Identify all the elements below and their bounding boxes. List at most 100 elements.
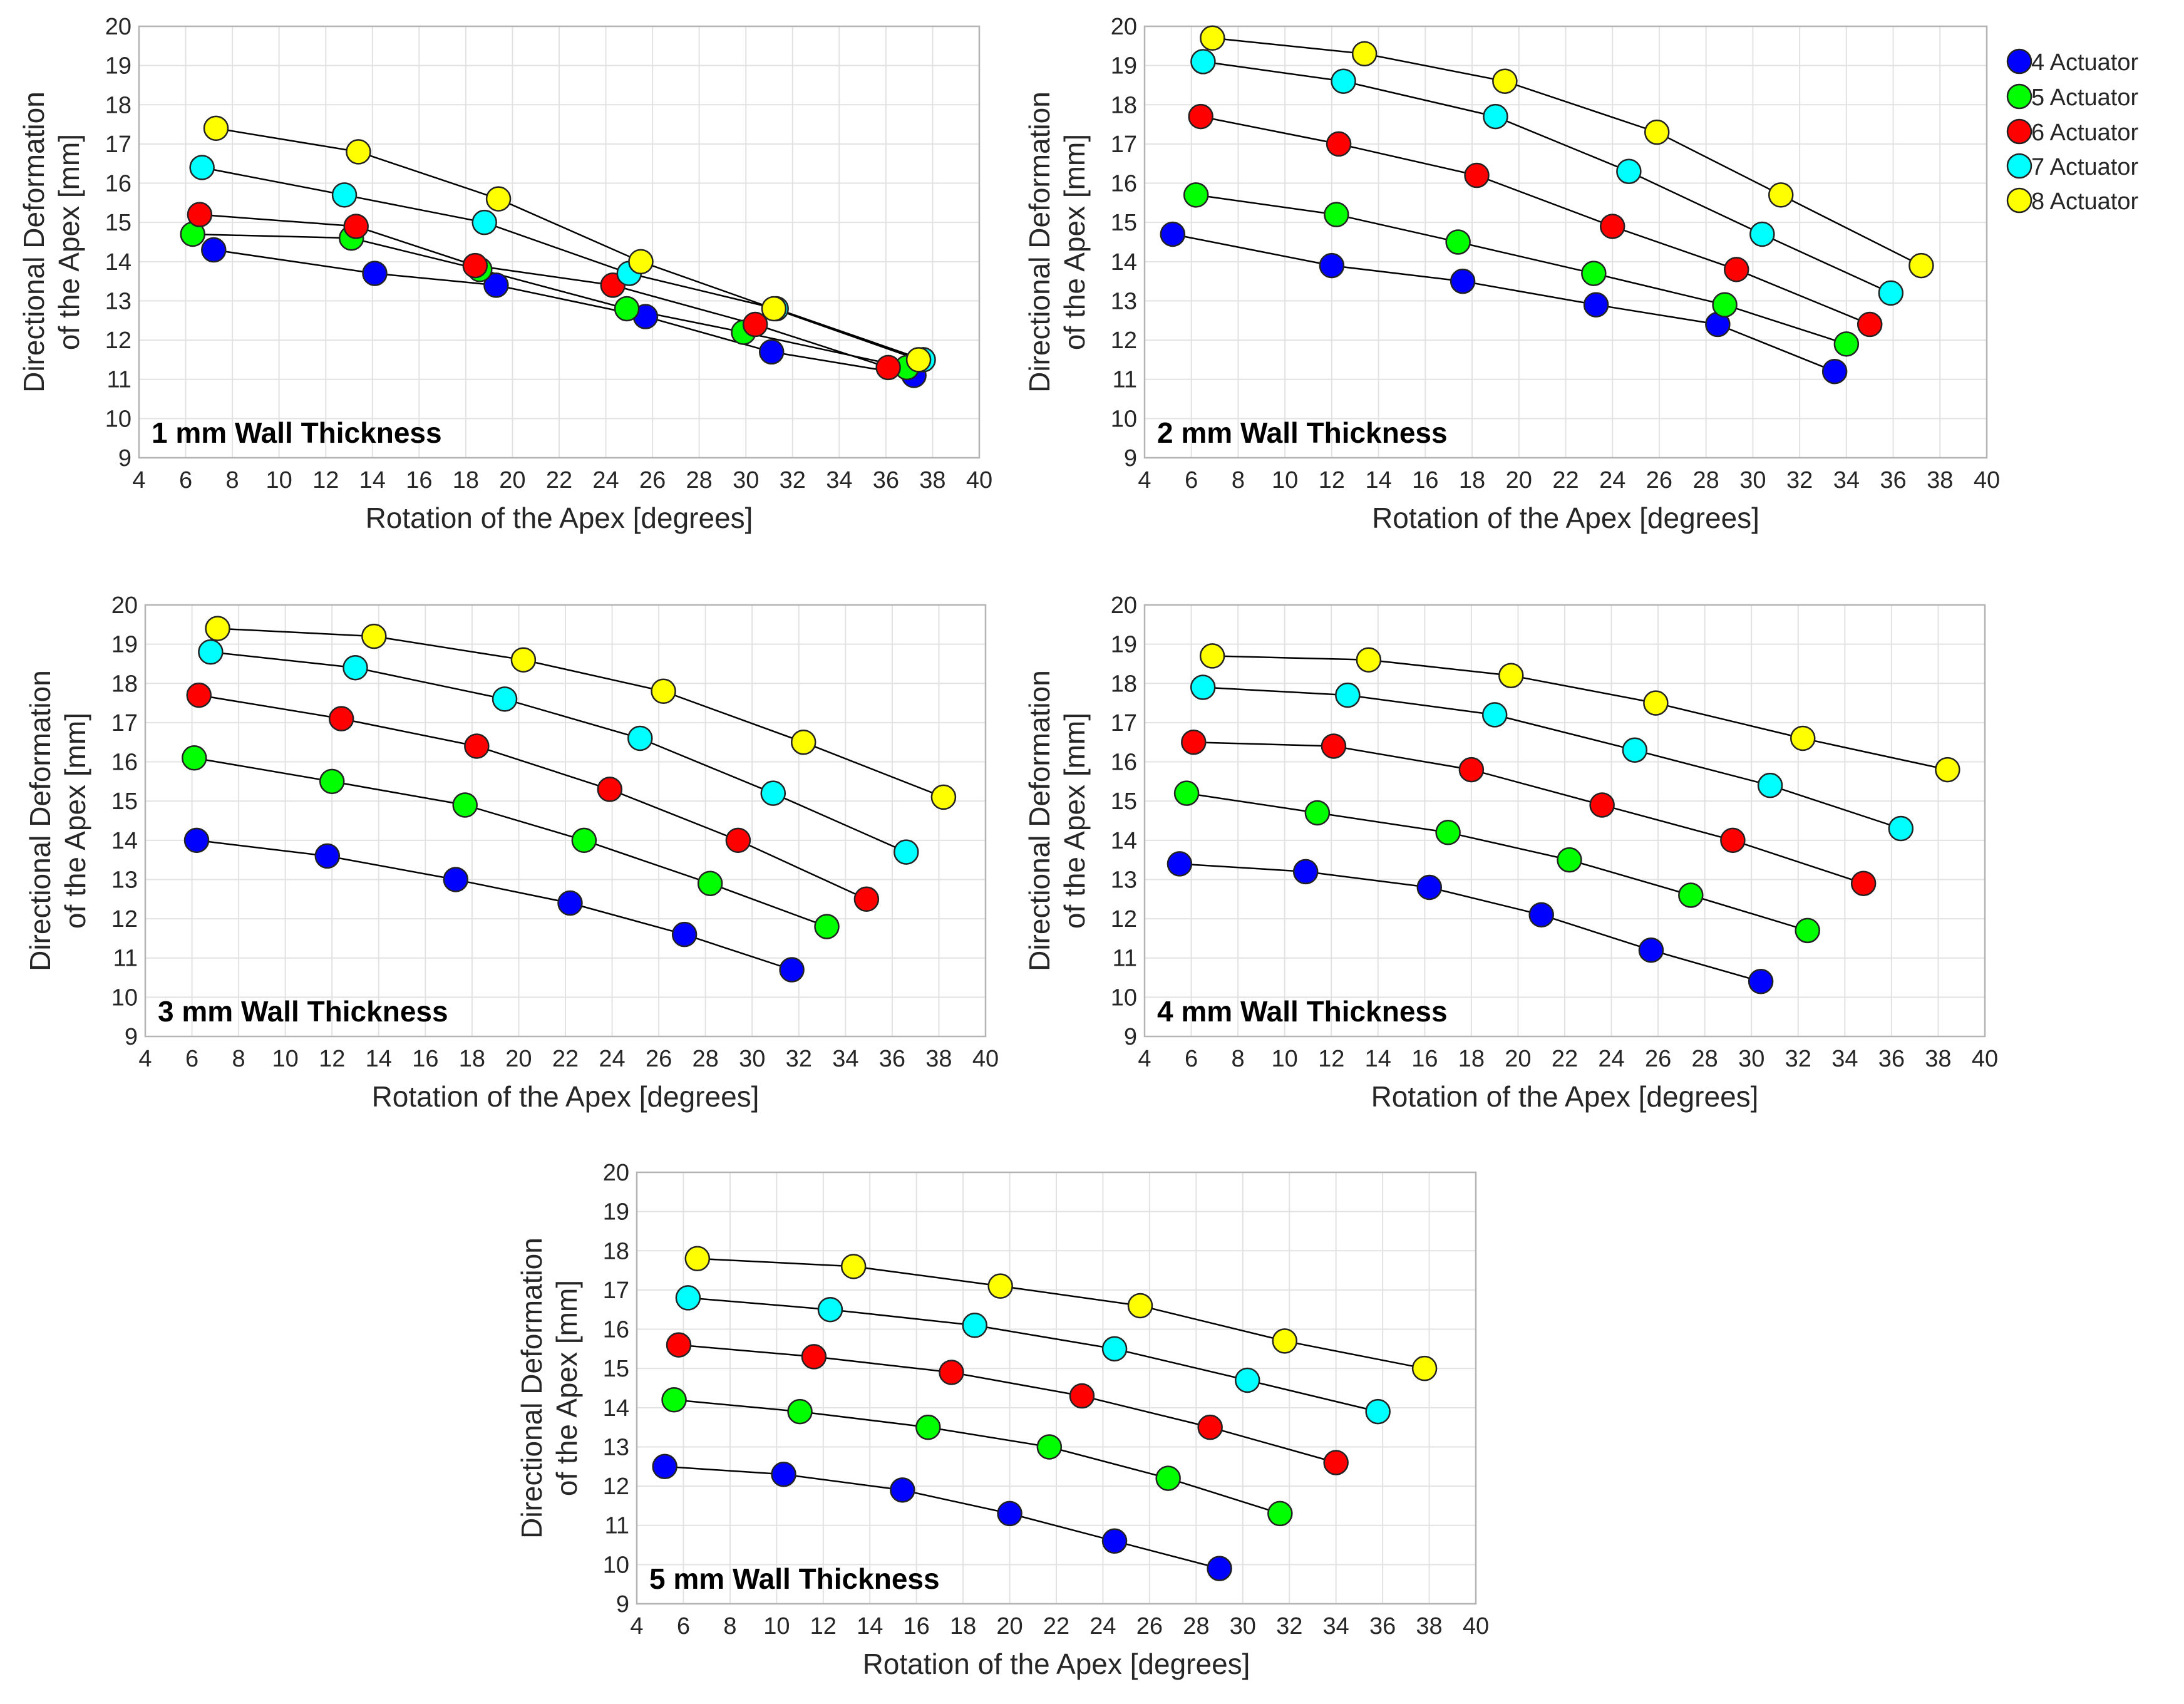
series-line: [674, 1399, 1280, 1515]
data-point: [189, 155, 215, 180]
data-point: [319, 768, 345, 795]
data-point: [1557, 847, 1582, 873]
series-line: [194, 757, 827, 927]
legend-marker: [2006, 153, 2032, 179]
data-point: [597, 777, 623, 802]
data-point: [614, 296, 640, 322]
y-axis-title-line-2: of the Apex [mm]: [53, 134, 85, 350]
data-point: [346, 139, 371, 165]
y-tick-label: 14: [1111, 249, 1137, 276]
y-tick-label: 17: [1111, 132, 1137, 158]
data-point: [890, 1477, 915, 1503]
y-tick-label: 10: [105, 406, 131, 432]
data-point: [201, 237, 227, 263]
x-tick-label: 20: [1505, 1046, 1531, 1072]
y-tick-label: 13: [105, 288, 131, 314]
y-tick-label: 14: [1111, 828, 1137, 854]
series-line: [1172, 233, 1835, 373]
data-point: [1638, 937, 1664, 963]
y-tick-label: 20: [1111, 14, 1137, 40]
x-tick-label: 8: [723, 1613, 736, 1639]
data-point: [1498, 663, 1524, 688]
x-tick-label: 8: [226, 467, 239, 493]
x-axis-title: Rotation of the Apex [degrees]: [366, 502, 753, 534]
data-point: [962, 1313, 987, 1338]
data-point: [1207, 1556, 1232, 1581]
y-tick-label: 16: [105, 171, 131, 197]
x-tick-label: 4: [132, 467, 145, 493]
panel-title: 1 mm Wall Thickness: [152, 416, 442, 449]
legend-label: 7 Actuator: [2031, 154, 2138, 180]
data-point: [1720, 827, 1746, 854]
data-point: [661, 1387, 687, 1413]
y-axis-title-line-2: of the Apex [mm]: [1058, 134, 1091, 350]
y-tick-label: 15: [1111, 210, 1137, 236]
data-point: [1101, 1528, 1128, 1554]
x-tick-label: 30: [739, 1046, 765, 1072]
x-tick-label: 32: [1785, 1046, 1811, 1072]
y-tick-label: 19: [1111, 632, 1137, 658]
x-tick-label: 28: [686, 467, 713, 493]
x-tick-label: 6: [1185, 1046, 1198, 1072]
x-tick-label: 18: [459, 1046, 485, 1072]
y-tick-label: 18: [111, 671, 138, 697]
data-point: [652, 1454, 677, 1480]
data-point: [1850, 870, 1877, 896]
data-point: [1326, 131, 1352, 157]
data-point: [510, 647, 537, 673]
y-tick-label: 20: [111, 592, 138, 619]
x-tick-label: 18: [453, 467, 479, 493]
data-point: [1335, 682, 1361, 708]
data-point: [1036, 1434, 1063, 1460]
data-point: [1857, 311, 1883, 338]
data-point: [1833, 331, 1860, 357]
x-axis-title: Rotation of the Apex [degrees]: [1371, 1080, 1759, 1113]
data-point: [1795, 917, 1820, 944]
y-axis-title-line-1: Directional Deformation: [24, 670, 56, 971]
x-tick-label: 14: [359, 467, 386, 493]
x-tick-label: 32: [1276, 1613, 1302, 1639]
data-point: [1458, 756, 1485, 783]
legend: 4 Actuator 5 Actuator 6 Actuator 7 Actua…: [1991, 39, 2179, 220]
x-tick-label: 12: [810, 1613, 837, 1639]
y-tick-label: 12: [111, 906, 138, 932]
y-tick-label: 16: [1111, 171, 1137, 197]
data-point: [1321, 733, 1347, 759]
data-point: [627, 725, 653, 751]
x-tick-label: 6: [677, 1613, 690, 1639]
x-tick-label: 26: [1646, 467, 1672, 493]
data-point: [452, 792, 478, 818]
x-tick-label: 22: [552, 1046, 579, 1072]
y-tick-label: 10: [1111, 406, 1137, 432]
y-tick-label: 15: [105, 210, 131, 236]
data-point: [203, 115, 229, 142]
data-point: [1323, 1450, 1349, 1475]
y-axis-title-line-2: of the Apex [mm]: [59, 713, 91, 929]
y-tick-label: 14: [111, 828, 138, 854]
series-line: [1212, 655, 1948, 771]
data-point: [1483, 103, 1508, 130]
data-point: [894, 839, 919, 865]
plot-frame: [144, 604, 987, 1038]
data-point: [361, 623, 387, 649]
x-tick-label: 14: [1365, 1046, 1391, 1072]
x-axis-title: Rotation of the Apex [degrees]: [372, 1080, 760, 1113]
y-tick-label: 17: [105, 132, 131, 158]
data-point: [1622, 737, 1648, 763]
y-axis-title-line-1: Directional Deformation: [18, 91, 50, 393]
data-point: [1190, 674, 1216, 700]
x-tick-label: 34: [826, 467, 852, 493]
x-tick-label: 30: [1230, 1613, 1256, 1639]
chart-panel: 4 6 8 10 12 14 16 18 20 22 24 26 28 30 32 34 36 38 40 9 10 11…: [515, 1160, 1489, 1680]
y-tick-label: 15: [111, 788, 138, 815]
data-point: [1069, 1383, 1095, 1409]
y-tick-label: 11: [605, 1513, 629, 1539]
data-point: [840, 1254, 867, 1279]
x-tick-label: 38: [1927, 467, 1953, 493]
x-tick-label: 20: [505, 1046, 532, 1072]
data-point: [1643, 690, 1669, 716]
x-tick-label: 18: [1459, 467, 1485, 493]
data-point: [905, 347, 932, 373]
panel-title: 2 mm Wall Thickness: [1157, 416, 1448, 449]
plot-frame: [138, 25, 981, 459]
